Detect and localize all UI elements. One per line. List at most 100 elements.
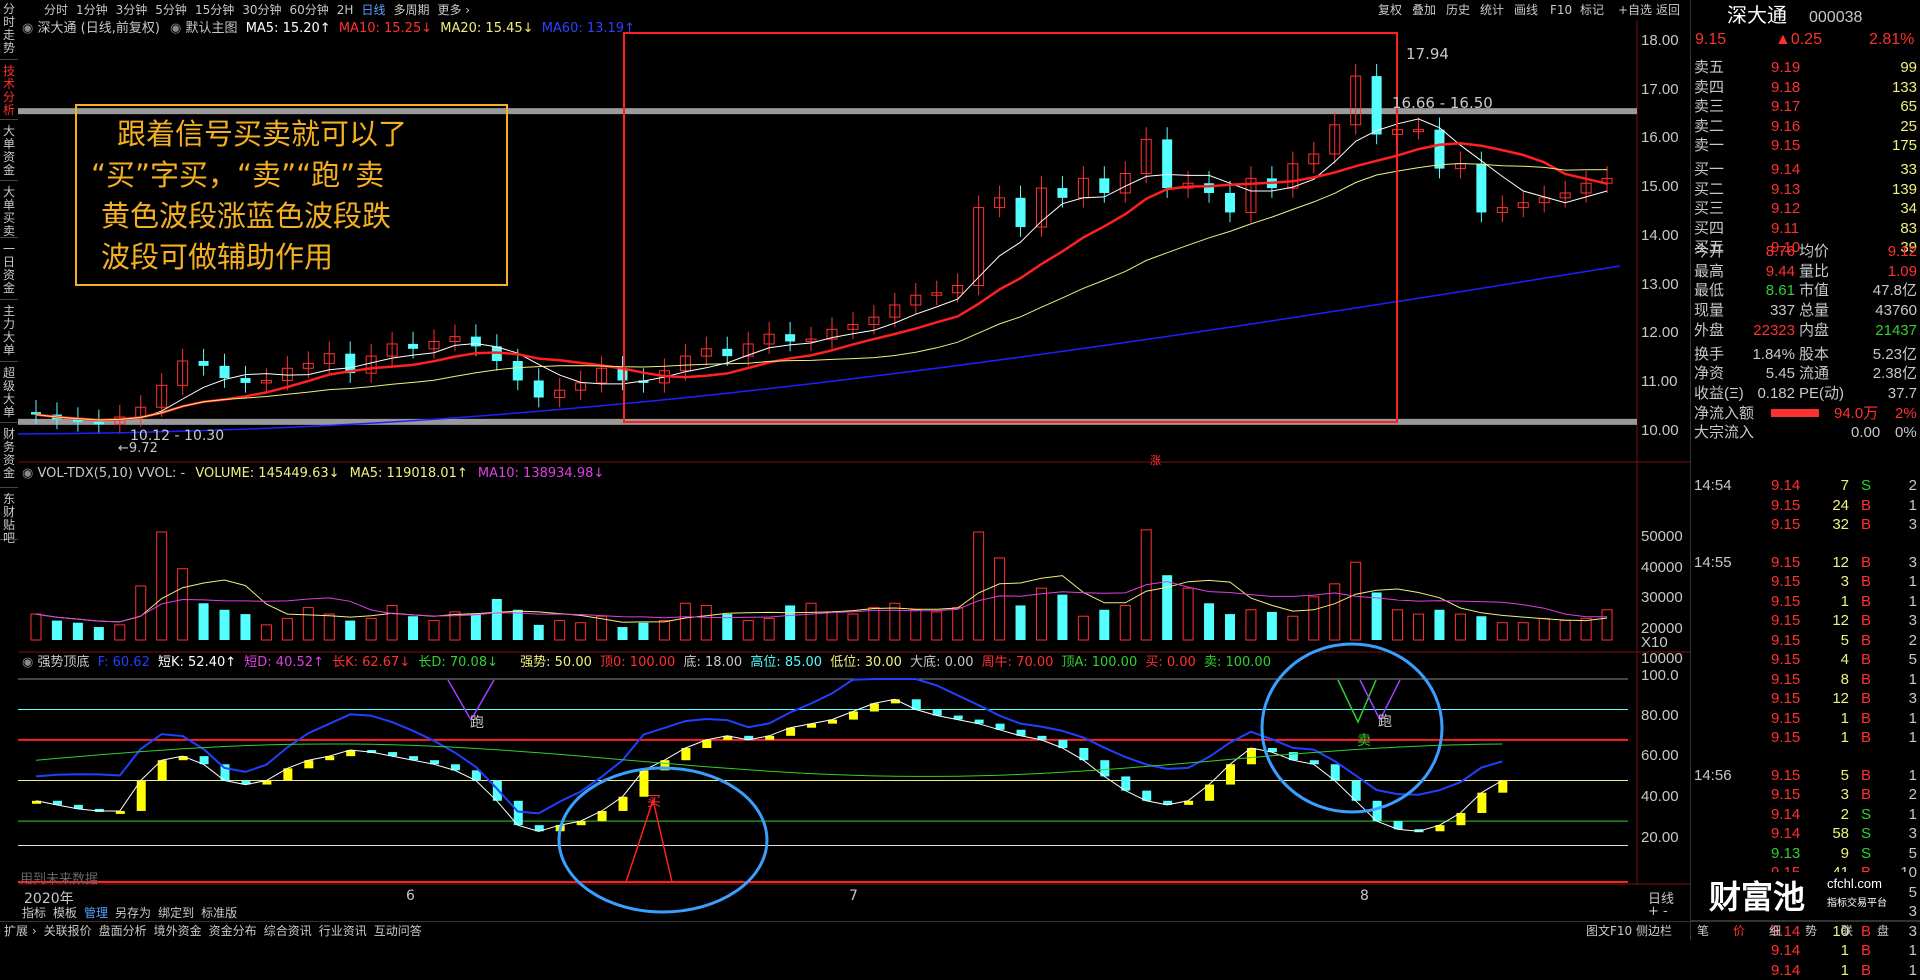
volume-bar <box>533 624 544 640</box>
status-item-6[interactable]: 行业资讯 <box>318 924 367 938</box>
status-item-5[interactable]: 综合资讯 <box>263 924 312 938</box>
toolbar-btn-3[interactable]: 统计 <box>1480 3 1505 17</box>
order-volume: 25 <box>1900 117 1917 135</box>
tick-row: 9.14 1 B 1 <box>1691 961 1920 980</box>
toolbar-btn-2[interactable]: 历史 <box>1446 3 1471 17</box>
chart-canvas[interactable] <box>0 0 1690 920</box>
toolbar-btn-1[interactable]: 叠加 <box>1412 3 1437 17</box>
toolbar-btn-8[interactable]: 返回 <box>1656 3 1681 17</box>
toolbar-btn-4[interactable]: 画线 <box>1514 3 1539 17</box>
panel-tab-3[interactable]: 势 <box>1805 924 1818 938</box>
stat-value: 0.182 <box>1757 384 1795 402</box>
order-row: 卖一 9.15 175 <box>1691 136 1920 155</box>
indicator-tool-3[interactable]: 另存为 <box>115 906 152 920</box>
tick-row: 14:54 9.14 7 S 2 <box>1691 476 1920 495</box>
indicator-tool-5[interactable]: 标准版 <box>201 906 238 920</box>
net-flow-value: 94.0万 <box>1834 405 1879 422</box>
order-label: 卖三 <box>1694 98 1725 116</box>
left-tab-0[interactable]: 分时走势 <box>0 0 18 60</box>
period-9[interactable]: 多周期 <box>393 3 430 17</box>
toolbar-btn-0[interactable]: 复权 <box>1378 3 1403 17</box>
ind-title[interactable]: 强势顶底 <box>37 655 90 670</box>
volume-bar <box>994 557 1006 641</box>
panel-tab-4[interactable]: 联 <box>1841 924 1854 938</box>
tick-volume: 1 <box>1840 592 1849 610</box>
left-tab-4[interactable]: 一日资金 <box>0 240 18 300</box>
period-8[interactable]: 日线 <box>361 3 386 17</box>
panel-tab-0[interactable]: 笔 <box>1697 924 1710 938</box>
candle-up <box>1559 192 1571 199</box>
status-item-2[interactable]: 盘面分析 <box>98 924 147 938</box>
left-tab-8[interactable]: 东财贴吧 <box>0 490 18 545</box>
left-tab-1[interactable]: 技术分析 <box>0 62 18 120</box>
indicator-tool-0[interactable]: 指标 <box>22 906 47 920</box>
panel-tab-5[interactable]: 盘 <box>1877 924 1890 938</box>
indicator-tool-1[interactable]: 模板 <box>53 906 78 920</box>
toolbar-btn-5[interactable]: F10 <box>1550 3 1573 17</box>
vol-ma5-line <box>35 575 1608 623</box>
volume-bar <box>281 617 293 641</box>
period-10[interactable]: 更多 › <box>437 3 471 17</box>
candle-down <box>533 380 544 398</box>
period-7[interactable]: 2H <box>336 3 354 17</box>
stat-value-2: 47.8亿 <box>1872 282 1917 300</box>
status-item-4[interactable]: 资金分布 <box>208 924 257 938</box>
candle-up <box>1245 177 1257 213</box>
status-item-3[interactable]: 境外资金 <box>153 924 202 938</box>
tick-price: 9.15 <box>1771 786 1801 803</box>
left-tab-3[interactable]: 大单买卖 <box>0 183 18 238</box>
status-item-0[interactable]: 扩展 › <box>4 924 37 938</box>
candle-up <box>1308 153 1320 165</box>
zoom-out-button[interactable]: - <box>1663 904 1668 919</box>
settings-dot-icon[interactable]: ◉ <box>22 655 34 670</box>
tick-volume: 7 <box>1840 477 1849 494</box>
period-2[interactable]: 3分钟 <box>115 3 148 17</box>
panel-tab-1[interactable]: 价 <box>1733 924 1746 938</box>
left-tab-7[interactable]: 财务资金 <box>0 425 18 488</box>
candle-up <box>700 348 712 357</box>
stat-label: 今开 <box>1694 243 1725 260</box>
order-price: 9.11 <box>1771 219 1800 237</box>
status-item-1[interactable]: 关联报价 <box>43 924 92 938</box>
period-3[interactable]: 5分钟 <box>155 3 187 17</box>
indicator-bar <box>576 821 586 826</box>
indicator-tool-2[interactable]: 管理 <box>84 906 109 920</box>
toolbar-btn-6[interactable]: 标记 <box>1580 3 1605 17</box>
stat-label: 现量 <box>1694 302 1725 320</box>
period-1[interactable]: 1分钟 <box>76 3 108 17</box>
period-4[interactable]: 15分钟 <box>194 3 235 17</box>
indicator-bar <box>304 760 314 769</box>
stat-row: 外盘 22323 内盘 21437 <box>1691 321 1920 340</box>
candle-down <box>1015 197 1026 228</box>
indicator-tool-4[interactable]: 绑定到 <box>158 906 195 920</box>
tick-row: 9.15 3 B 1 <box>1691 572 1920 591</box>
ma10-value: MA10: 15.25↓ <box>338 21 433 36</box>
status-item-7[interactable]: 互动问答 <box>373 924 422 938</box>
tick-volume: 1 <box>1840 729 1849 746</box>
left-tab-5[interactable]: 主力大单 <box>0 302 18 362</box>
quote-title: 深大通 000038 <box>1691 5 1920 30</box>
zoom-in-button[interactable]: + <box>1648 904 1659 919</box>
tick-side: B <box>1861 631 1872 649</box>
settings-dot-icon[interactable]: ◉ <box>170 21 182 36</box>
period-0[interactable]: 分时 <box>44 3 69 17</box>
settings-dot-icon[interactable]: ◉ <box>22 466 34 481</box>
candle-down <box>1057 188 1068 198</box>
period-label[interactable]: 日线 <box>1648 892 1675 907</box>
candle-down <box>722 348 733 357</box>
period-6[interactable]: 60分钟 <box>289 3 329 17</box>
volume-bar <box>617 627 628 640</box>
settings-dot-icon[interactable]: ◉ <box>22 21 34 36</box>
volume-bar <box>408 616 419 640</box>
left-tab-2[interactable]: 大单资金 <box>0 122 18 181</box>
main-chart-select[interactable]: 默认主图 <box>185 21 238 36</box>
status-right[interactable]: 图文F10 侧边栏 <box>1586 924 1672 938</box>
toolbar-btn-7[interactable]: +自选 <box>1618 3 1653 17</box>
panel-tab-2[interactable]: 细 <box>1769 924 1782 938</box>
period-5[interactable]: 30分钟 <box>242 3 282 17</box>
indicator-bar <box>325 756 335 761</box>
indicator-bar <box>807 723 817 728</box>
tick-price: 9.15 <box>1771 516 1801 533</box>
x-axis-month-7: 7 <box>849 888 858 904</box>
left-tab-6[interactable]: 超级大单 <box>0 364 18 423</box>
